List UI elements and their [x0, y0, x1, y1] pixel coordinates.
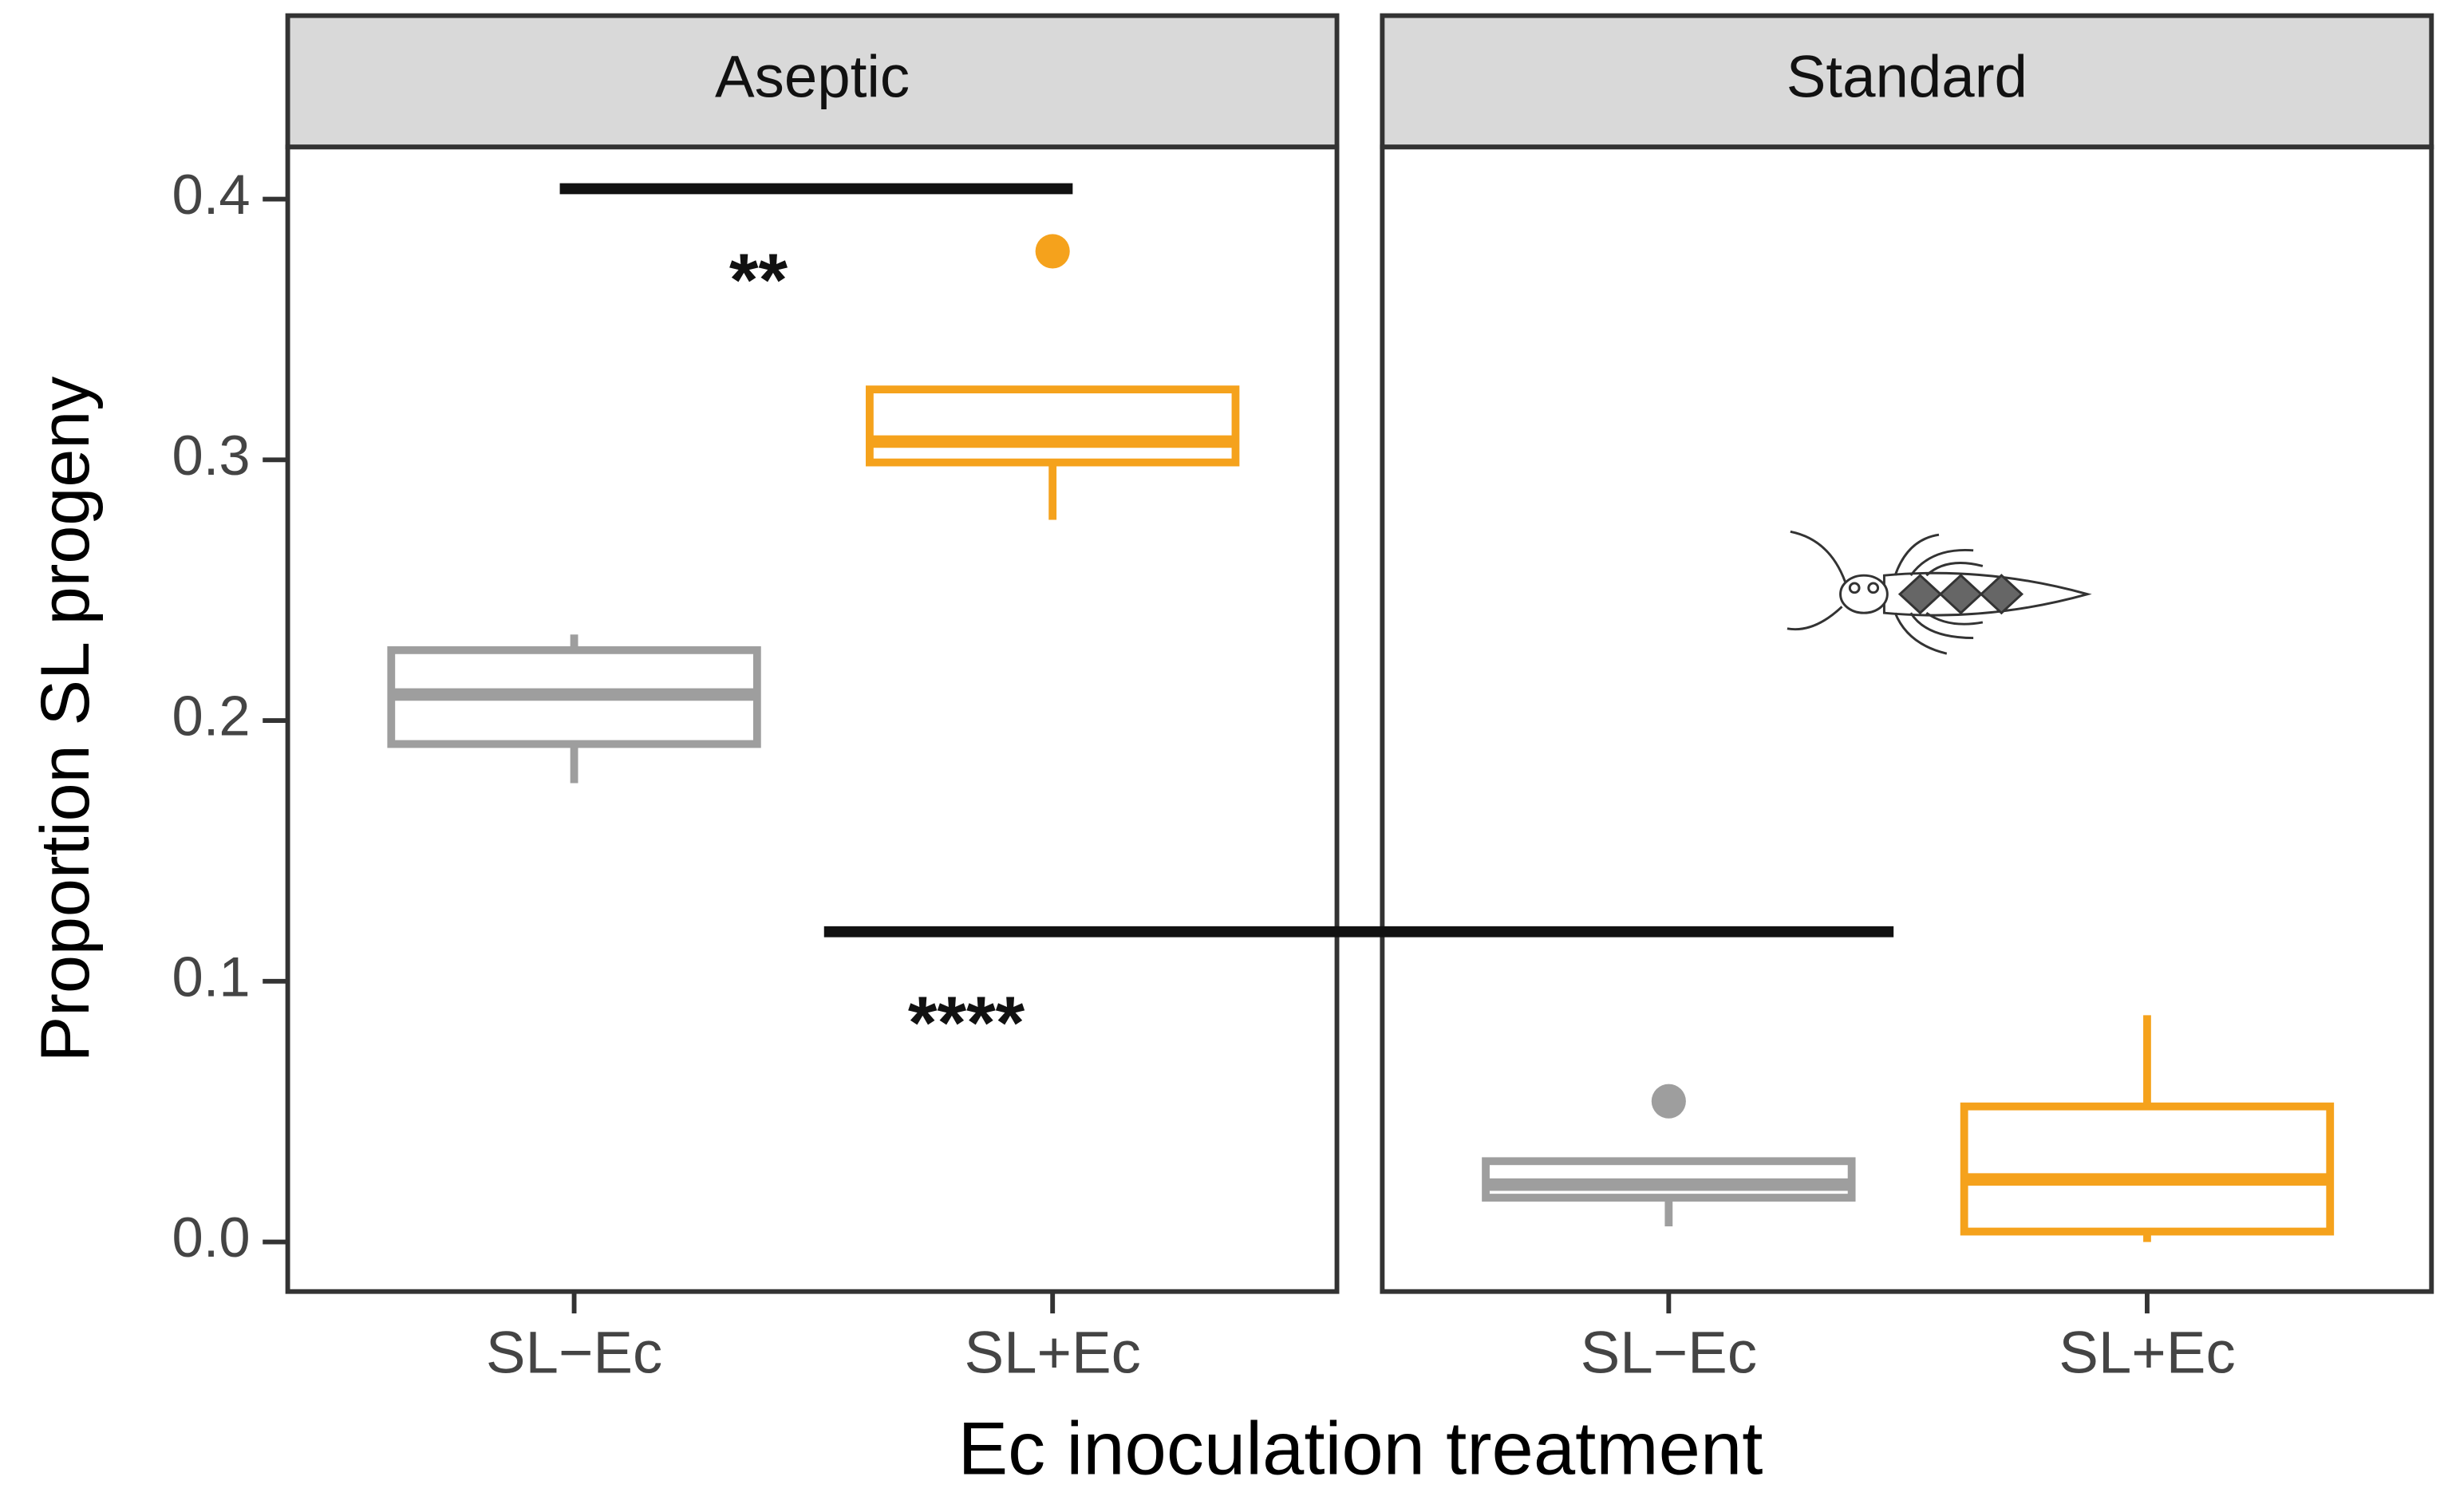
y-tick-label: 0.4	[172, 163, 251, 226]
outlier	[1035, 234, 1070, 269]
y-tick-label: 0.1	[172, 945, 251, 1008]
insect-icon	[1787, 530, 2092, 655]
significance-label: **	[729, 238, 788, 322]
x-tick-label: SL+Ec	[2059, 1320, 2235, 1386]
x-tick-label: SL−Ec	[486, 1320, 662, 1386]
panel-border	[285, 144, 1340, 1294]
y-tick-label: 0.3	[172, 424, 251, 487]
x-tick-label: SL+Ec	[964, 1320, 1140, 1386]
x-tick-label: SL−Ec	[1581, 1320, 1757, 1386]
box	[1960, 1102, 2335, 1236]
strip-title: Standard	[1787, 44, 2027, 110]
y-axis-label: Proportion SL progeny	[27, 377, 104, 1063]
y-tick-label: 0.2	[172, 685, 251, 748]
outlier	[1651, 1084, 1686, 1119]
x-axis-label: Ec inoculation treatment	[957, 1406, 1763, 1490]
y-tick-label: 0.0	[172, 1206, 251, 1269]
significance-label: ****	[908, 981, 1025, 1064]
box	[866, 385, 1240, 467]
strip-background	[285, 13, 1340, 150]
strip-title: Aseptic	[715, 44, 910, 110]
panel-border	[1380, 144, 2434, 1294]
